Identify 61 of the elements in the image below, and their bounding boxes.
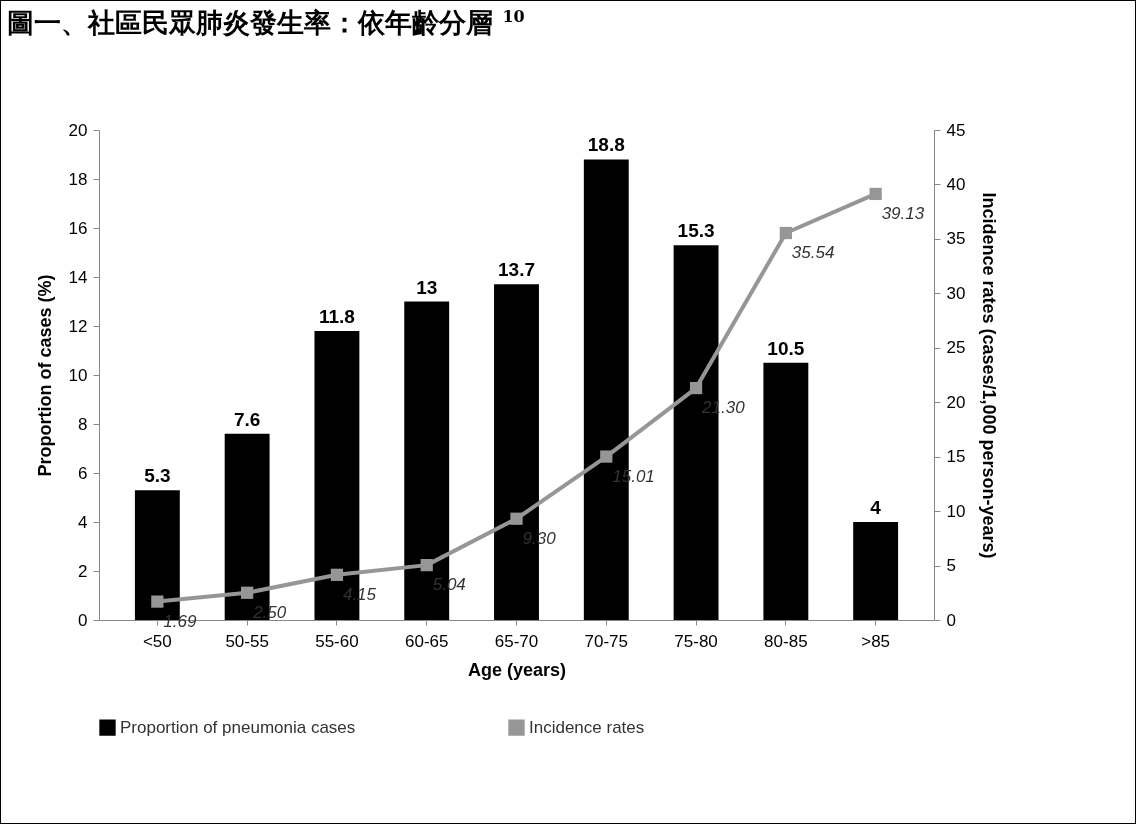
y-tick-label: 8 <box>78 414 88 434</box>
y2-tick-label: 35 <box>946 229 966 249</box>
data-label: 5.04 <box>432 575 466 595</box>
y-tick-label: 2 <box>78 561 88 581</box>
point <box>330 568 344 581</box>
x-tick-label: 60-65 <box>404 631 449 651</box>
x-tick-label: <50 <box>142 631 172 651</box>
y2-tick-label: 5 <box>946 556 956 576</box>
y-tick-label: 18 <box>68 169 88 189</box>
point <box>241 586 254 599</box>
point <box>510 512 523 525</box>
point <box>420 559 433 572</box>
data-label: 13 <box>416 276 438 298</box>
y2-tick-label: 10 <box>946 501 966 521</box>
y2-tick-label: 40 <box>946 174 966 194</box>
x-tick-label: 80-85 <box>764 631 808 651</box>
y2-tick-label: 0 <box>946 610 956 630</box>
x-tick-label: 50-55 <box>225 631 269 651</box>
data-label: 10.5 <box>767 337 805 359</box>
point <box>151 595 164 608</box>
y2-tick-label: 15 <box>946 447 966 467</box>
data-label: 5.3 <box>144 465 171 487</box>
x-tick-label: >85 <box>861 631 891 651</box>
x-tick-label: 55-60 <box>315 631 359 651</box>
point <box>869 187 882 201</box>
point <box>779 226 792 240</box>
y2-tick-label: 30 <box>946 283 966 303</box>
point <box>689 381 703 395</box>
bar <box>853 522 899 620</box>
data-label: 35.54 <box>791 243 835 263</box>
y-tick-label: 10 <box>68 365 88 385</box>
chart-title: 圖一、社區民眾肺炎發生率：依年齡分層 $^{10}$ <box>7 6 525 40</box>
x-axis-title: Age (years) <box>467 659 567 680</box>
data-label: 15.3 <box>677 220 715 242</box>
x-tick-label: 70-75 <box>584 631 629 651</box>
y2-tick-label: 25 <box>946 338 966 358</box>
y-tick-label: 16 <box>68 218 88 238</box>
x-tick-label: 75-80 <box>674 631 718 651</box>
y-tick-label: 14 <box>68 267 88 287</box>
y2-tick-label: 45 <box>946 120 966 140</box>
y-tick-label: 20 <box>68 120 88 140</box>
data-label: 11.8 <box>318 305 355 327</box>
y-tick-label: 0 <box>78 610 88 630</box>
data-label: 2.50 <box>252 602 287 622</box>
data-label: 18.8 <box>587 134 625 156</box>
y-tick-label: 4 <box>78 512 88 532</box>
legend-label: Proportion of pneumonia cases <box>120 717 356 737</box>
data-label: 7.6 <box>233 408 261 430</box>
y-tick-label: 12 <box>68 316 88 336</box>
point <box>600 450 613 463</box>
bar <box>763 362 809 620</box>
y-tick-label: 6 <box>78 463 88 483</box>
x-tick-label: 65-70 <box>494 631 539 651</box>
data-label: 13.7 <box>498 259 535 281</box>
y2-axis-title: Incidence rates (cases/1,000 person-years) <box>979 192 1000 559</box>
data-label: 4 <box>870 497 882 518</box>
legend-label: Incidence rates <box>529 717 645 737</box>
data-label: 39.13 <box>881 203 925 223</box>
data-label: 4.15 <box>342 584 377 604</box>
y-axis-title: Proportion of cases (%) <box>34 274 55 477</box>
y2-tick-label: 20 <box>946 392 966 412</box>
